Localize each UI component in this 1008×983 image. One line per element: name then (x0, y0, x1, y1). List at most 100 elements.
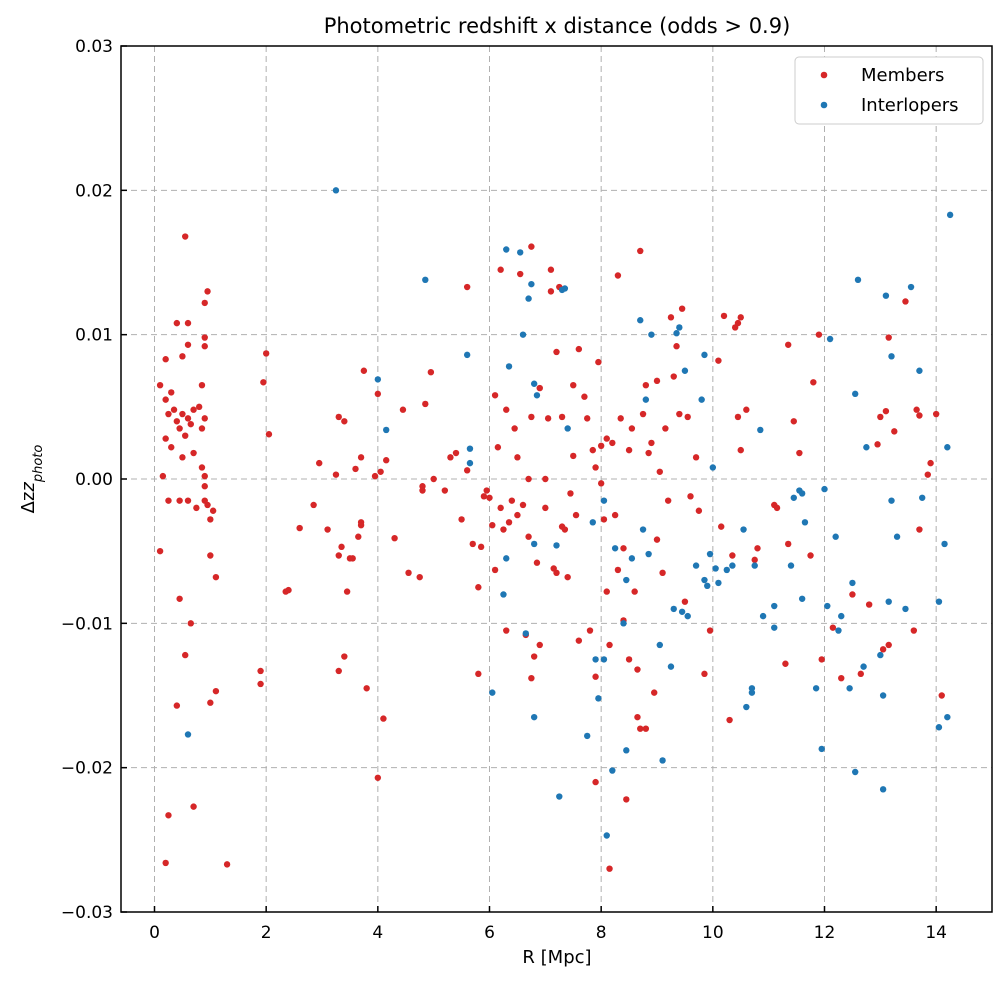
point-interlopers (854, 276, 862, 284)
point-members (212, 687, 220, 695)
point-members (207, 516, 214, 523)
point-members (176, 595, 183, 602)
point-interlopers (907, 283, 915, 291)
point-members (207, 552, 214, 559)
point-members (463, 283, 471, 291)
point-interlopers (826, 335, 834, 343)
point-members (678, 305, 686, 312)
point-members (475, 584, 482, 591)
point-members (310, 501, 317, 509)
point-interlopers (801, 519, 809, 526)
point-members (528, 413, 535, 421)
point-members (165, 812, 172, 819)
point-members (597, 442, 605, 450)
point-members (684, 413, 691, 421)
point-members (380, 715, 387, 722)
legend-marker-interlopers (820, 101, 828, 109)
point-members (575, 345, 583, 353)
point-members (173, 702, 181, 709)
point-interlopers (656, 641, 663, 649)
point-members (662, 425, 669, 432)
point-members (517, 270, 524, 278)
point-members (706, 627, 714, 634)
point-members (637, 725, 644, 732)
point-interlopers (846, 685, 853, 692)
point-members (469, 540, 476, 548)
point-members (500, 526, 507, 533)
point-interlopers (564, 425, 571, 432)
point-members (542, 475, 549, 483)
point-members (179, 410, 186, 418)
point-members (533, 559, 541, 566)
point-members (182, 233, 189, 240)
point-members (391, 534, 398, 542)
point-members (570, 381, 577, 389)
point-interlopers (888, 353, 895, 360)
point-members (592, 673, 599, 680)
point-members (198, 425, 206, 432)
point-members (184, 341, 192, 348)
point-interlopers (659, 757, 666, 764)
point-members (782, 660, 789, 667)
point-interlopers (667, 663, 675, 670)
point-members (743, 406, 750, 413)
point-members (885, 641, 892, 649)
point-members (642, 381, 650, 389)
point-interlopers (787, 562, 795, 569)
point-members (383, 457, 390, 464)
point-members (162, 356, 169, 363)
point-members (352, 465, 359, 473)
point-members (542, 504, 549, 512)
point-interlopers (609, 767, 616, 774)
point-interlopers (709, 464, 717, 471)
point-interlopers (620, 620, 627, 627)
point-interlopers (374, 376, 382, 383)
point-members (553, 569, 560, 577)
point-members (491, 392, 499, 399)
point-members (754, 545, 761, 552)
point-members (262, 350, 270, 357)
x-tick-label: 2 (261, 923, 272, 943)
point-members (201, 483, 208, 490)
point-members (486, 494, 493, 501)
point-members (165, 410, 172, 418)
point-members (651, 689, 658, 696)
point-members (201, 343, 208, 350)
point-members (176, 425, 183, 432)
point-interlopers (885, 598, 892, 605)
y-tick-label: −0.02 (61, 759, 113, 779)
x-tick-label: 12 (814, 923, 836, 943)
point-members (176, 497, 183, 504)
point-interlopers (553, 542, 560, 549)
point-members (316, 459, 323, 467)
point-members (212, 573, 220, 581)
point-members (592, 464, 599, 471)
point-interlopers (706, 550, 714, 558)
point-members (681, 598, 689, 605)
point-members (285, 586, 292, 594)
point-members (718, 523, 725, 530)
point-interlopers (879, 692, 887, 699)
point-members (695, 507, 703, 514)
y-tick-label: −0.01 (61, 614, 113, 634)
point-members (653, 377, 661, 385)
point-members (857, 670, 864, 678)
point-interlopers (500, 591, 507, 598)
x-axis-label: R [Mpc] (522, 947, 591, 968)
point-members (737, 314, 744, 321)
point-interlopers (879, 786, 887, 793)
point-interlopers (623, 576, 630, 584)
point-members (885, 334, 892, 341)
point-interlopers (771, 624, 778, 631)
point-interlopers (673, 330, 680, 337)
point-members (614, 272, 622, 279)
point-interlopers (592, 656, 599, 663)
point-members (751, 556, 758, 564)
point-members (187, 420, 194, 428)
point-members (729, 552, 736, 559)
point-members (357, 454, 365, 461)
point-members (592, 778, 599, 786)
point-members (480, 493, 488, 500)
point-interlopers (944, 713, 951, 721)
point-members (536, 641, 543, 649)
